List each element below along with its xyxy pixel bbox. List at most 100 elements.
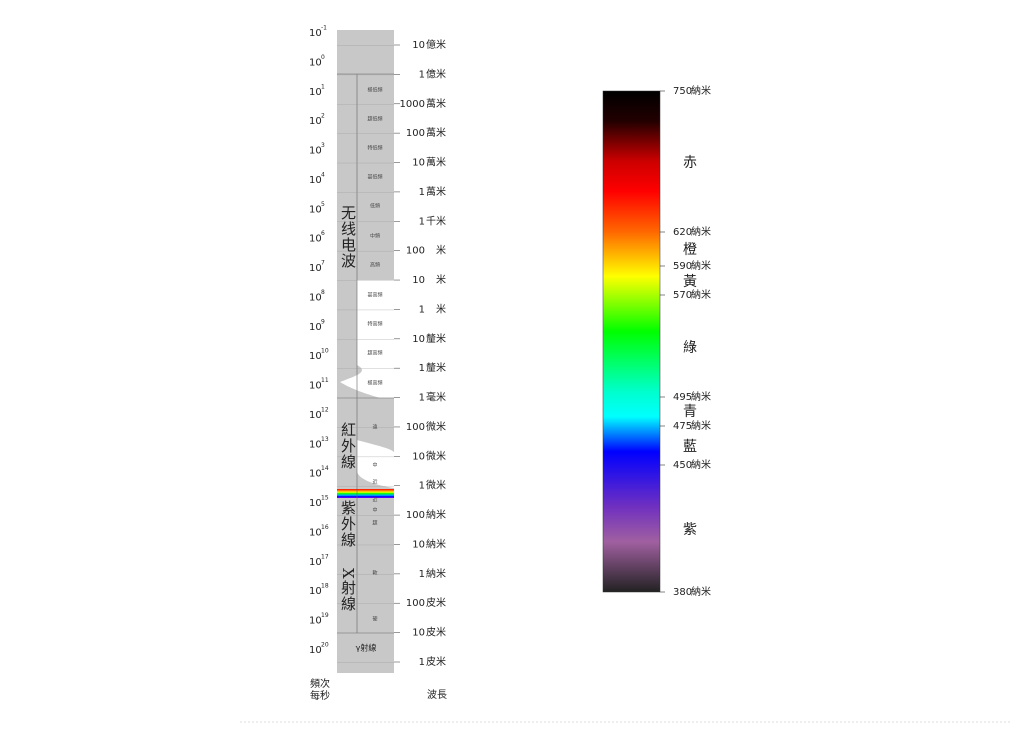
frequency-base: 10	[309, 234, 322, 245]
wavelength-value: 100	[406, 510, 425, 521]
band-label: 超低頻	[367, 116, 382, 123]
region-label: 紅外線	[339, 422, 357, 470]
frequency-base: 10	[309, 292, 322, 303]
frequency-exponent: 1	[321, 83, 325, 90]
wavelength-value: 10	[412, 40, 425, 51]
wavelength-unit: 微米	[426, 449, 446, 462]
wavelength-value: 1000	[400, 99, 425, 110]
nm-unit: 納米	[691, 419, 711, 432]
nm-value: 590	[673, 261, 692, 272]
frequency-base: 10	[309, 469, 322, 480]
wavelength-value: 1	[419, 569, 425, 580]
frequency-base: 10	[309, 381, 322, 392]
frequency-exponent: 12	[321, 406, 329, 413]
frequency-exponent: 0	[321, 54, 325, 61]
frequency-exponent: 16	[321, 524, 329, 531]
color-name: 藍	[683, 439, 697, 455]
frequency-base: 10	[309, 586, 322, 597]
band-label: 中	[372, 462, 377, 469]
color-name: 赤	[683, 155, 697, 171]
nm-unit: 納米	[691, 288, 711, 301]
color-name: 綠	[683, 340, 697, 356]
band-label: 超高頻	[367, 350, 382, 357]
frequency-caption: 頻次	[310, 677, 330, 690]
wavelength-unit: 萬米	[426, 156, 446, 169]
frequency-base: 10	[309, 557, 322, 568]
frequency-base: 10	[309, 645, 322, 656]
wavelength-value: 10	[412, 334, 425, 345]
wavelength-value: 10	[412, 539, 425, 550]
wavelength-value: 100	[406, 422, 425, 433]
wavelength-unit: 釐米	[426, 361, 446, 374]
wavelength-value: 1	[419, 363, 425, 374]
wavelength-unit: 皮米	[426, 626, 446, 639]
region-label: 无线电波	[339, 205, 357, 269]
wavelength-value: 100	[406, 246, 425, 257]
frequency-base: 10	[309, 87, 322, 98]
wavelength-value: 100	[406, 598, 425, 609]
wavelength-value: 10	[412, 628, 425, 639]
frequency-exponent: 3	[321, 142, 325, 149]
wavelength-unit: 米	[436, 302, 446, 315]
frequency-exponent: 10	[321, 348, 329, 355]
nm-unit: 納米	[691, 225, 711, 238]
band-label: γ射線	[356, 643, 377, 653]
nm-unit: 納米	[691, 390, 711, 403]
frequency-exponent: -1	[321, 25, 327, 32]
wavelength-unit: 納米	[426, 508, 446, 521]
frequency-exponent: 7	[321, 260, 325, 267]
frequency-base: 10	[309, 322, 322, 333]
band-label: 中	[372, 507, 377, 514]
nm-unit: 納米	[691, 84, 711, 97]
frequency-base: 10	[309, 351, 322, 362]
frequency-exponent: 19	[321, 612, 329, 619]
frequency-base: 10	[309, 263, 322, 274]
frequency-exponent: 9	[321, 318, 325, 325]
wavelength-unit: 萬米	[426, 185, 446, 198]
wavelength-value: 1	[419, 657, 425, 668]
frequency-base: 10	[309, 527, 322, 538]
region-label: 紫外線	[339, 500, 357, 548]
band-label: 近	[372, 479, 377, 486]
color-name: 青	[683, 404, 697, 420]
nm-value: 475	[673, 421, 692, 432]
wavelength-unit: 納米	[426, 537, 446, 550]
wavelength-unit: 萬米	[426, 97, 446, 110]
band-label: 遠	[372, 424, 377, 431]
wavelength-unit: 微米	[426, 420, 446, 433]
nm-value: 380	[673, 587, 692, 598]
frequency-exponent: 13	[321, 436, 329, 443]
nm-value: 620	[673, 227, 692, 238]
window-region	[340, 280, 394, 398]
wavelength-unit: 萬米	[426, 126, 446, 139]
wavelength-value: 10	[412, 275, 425, 286]
wavelength-caption: 波長	[427, 688, 447, 701]
frequency-base: 10	[309, 57, 322, 68]
wavelength-unit: 米	[436, 273, 446, 286]
wavelength-value: 100	[406, 128, 425, 139]
wavelength-unit: 億米	[426, 67, 446, 80]
nm-value: 495	[673, 392, 692, 403]
band-label: 硬	[372, 617, 377, 623]
frequency-exponent: 14	[321, 465, 329, 472]
visible-color-bar	[602, 90, 661, 593]
wavelength-value: 1	[419, 481, 425, 492]
nm-value: 750	[673, 86, 692, 97]
frequency-base: 10	[309, 175, 322, 186]
wavelength-value: 1	[419, 304, 425, 315]
ir-window	[357, 440, 394, 488]
color-name: 橙	[683, 242, 697, 258]
region-label: X射線	[339, 568, 357, 612]
band-label: 低頻	[370, 203, 380, 210]
frequency-base: 10	[309, 410, 322, 421]
frequency-exponent: 4	[321, 171, 325, 178]
band-label: 中頻	[370, 233, 380, 240]
frequency-exponent: 5	[321, 201, 325, 208]
frequency-caption: 每秒	[310, 689, 330, 702]
band-label: 高頻	[370, 262, 380, 269]
frequency-base: 10	[309, 616, 322, 627]
nm-unit: 納米	[691, 585, 711, 598]
frequency-base: 10	[309, 116, 322, 127]
wavelength-unit: 千米	[426, 214, 446, 227]
